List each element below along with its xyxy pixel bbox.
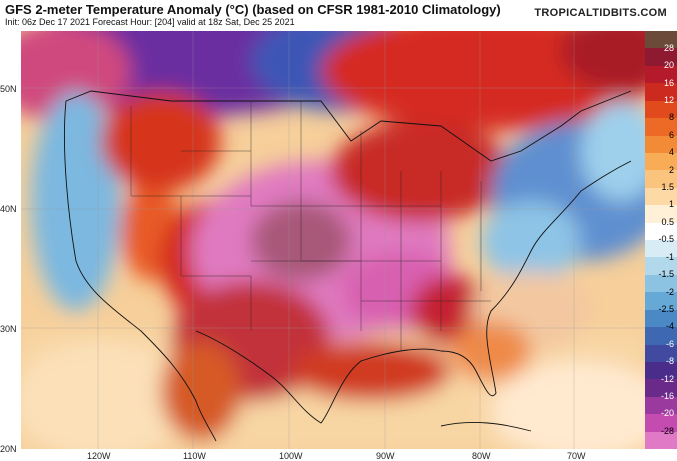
lat-label-30n: 30N <box>0 324 17 334</box>
colorbar-swatch <box>645 414 677 433</box>
colorbar-label: -8 <box>665 356 674 367</box>
colorbar-swatch <box>645 240 677 258</box>
colorbar-label: -2.5 <box>658 303 674 314</box>
colorbar-swatch <box>645 396 677 415</box>
colorbar-label: 4 <box>668 147 674 158</box>
colorbar-label: -16 <box>660 391 674 402</box>
anomaly-map <box>21 31 645 449</box>
colorbar-label: -6 <box>665 338 674 349</box>
colorbar-label: -0.5 <box>658 234 674 245</box>
colorbar-label: -4 <box>665 321 674 332</box>
colorbar-label: 8 <box>668 112 674 123</box>
colorbar-label: 16 <box>663 77 674 88</box>
colorbar-swatch <box>645 327 677 345</box>
init-line: Init: 06z Dec 17 2021 Forecast Hour: [20… <box>5 17 295 27</box>
map-svg <box>21 31 645 449</box>
lat-label-20n: 20N <box>0 444 17 454</box>
colorbar-label: -12 <box>660 373 674 384</box>
lon-label-100w: 100W <box>279 451 303 461</box>
colorbar-label: 1 <box>668 199 674 210</box>
map-title: GFS 2-meter Temperature Anomaly (°C) (ba… <box>5 2 501 17</box>
colorbar-swatch <box>645 205 677 224</box>
colorbar-swatch <box>645 361 677 380</box>
colorbar-swatch <box>645 257 677 276</box>
colorbar-swatch <box>645 48 677 67</box>
lat-label-40n: 40N <box>0 204 17 214</box>
state-lines <box>130 101 491 351</box>
colorbar-swatch <box>645 292 677 311</box>
colorbar-swatch <box>645 274 677 293</box>
colorbar-label: 12 <box>663 94 674 105</box>
colorbar-swatch <box>645 83 677 102</box>
lon-label-90w: 90W <box>376 451 395 461</box>
colorbar-swatch <box>645 187 677 206</box>
colorbar-swatch <box>645 118 677 136</box>
brand-label: TROPICALTIDBITS.COM <box>534 7 667 19</box>
colorbar-label: -28 <box>660 425 674 436</box>
colorbar-label: 6 <box>668 129 674 140</box>
lat-label-50n: 50N <box>0 84 17 94</box>
lon-label-110w: 110W <box>183 451 206 461</box>
header: GFS 2-meter Temperature Anomaly (°C) (ba… <box>0 0 677 30</box>
colorbar-label: -1 <box>665 251 674 262</box>
colorbar-swatch <box>645 309 677 328</box>
lon-label-120w: 120W <box>87 451 111 461</box>
anomaly-field <box>21 31 645 449</box>
boundaries <box>63 90 632 442</box>
colorbar-swatch <box>645 100 677 119</box>
lon-label-80w: 80W <box>472 451 491 461</box>
colorbar: 28 20 16 12 8 6 4 2 1.5 1 0.5 -0.5 -1 -1.5 -2 -2.5 -4 -6 -… <box>645 31 677 450</box>
colorbar-swatch <box>645 135 677 154</box>
colorbar-label: -1.5 <box>658 269 674 280</box>
graticule <box>21 31 645 449</box>
colorbar-label: -2 <box>665 286 674 297</box>
colorbar-label: 28 <box>663 42 674 53</box>
colorbar-label: 0.5 <box>661 216 674 227</box>
colorbar-label: 1.5 <box>661 182 674 193</box>
colorbar-swatch <box>645 344 677 363</box>
colorbar-swatch <box>645 379 677 398</box>
colorbar-label: 20 <box>663 60 674 71</box>
colorbar-swatch <box>645 31 677 49</box>
colorbar-swatch <box>645 152 677 171</box>
colorbar-label: -20 <box>660 408 674 419</box>
colorbar-swatch <box>645 431 677 450</box>
colorbar-swatch <box>645 65 677 84</box>
colorbar-swatch <box>645 170 677 189</box>
lon-label-70w: 70W <box>567 451 586 461</box>
colorbar-label: 2 <box>668 164 674 175</box>
colorbar-swatch <box>645 222 677 241</box>
